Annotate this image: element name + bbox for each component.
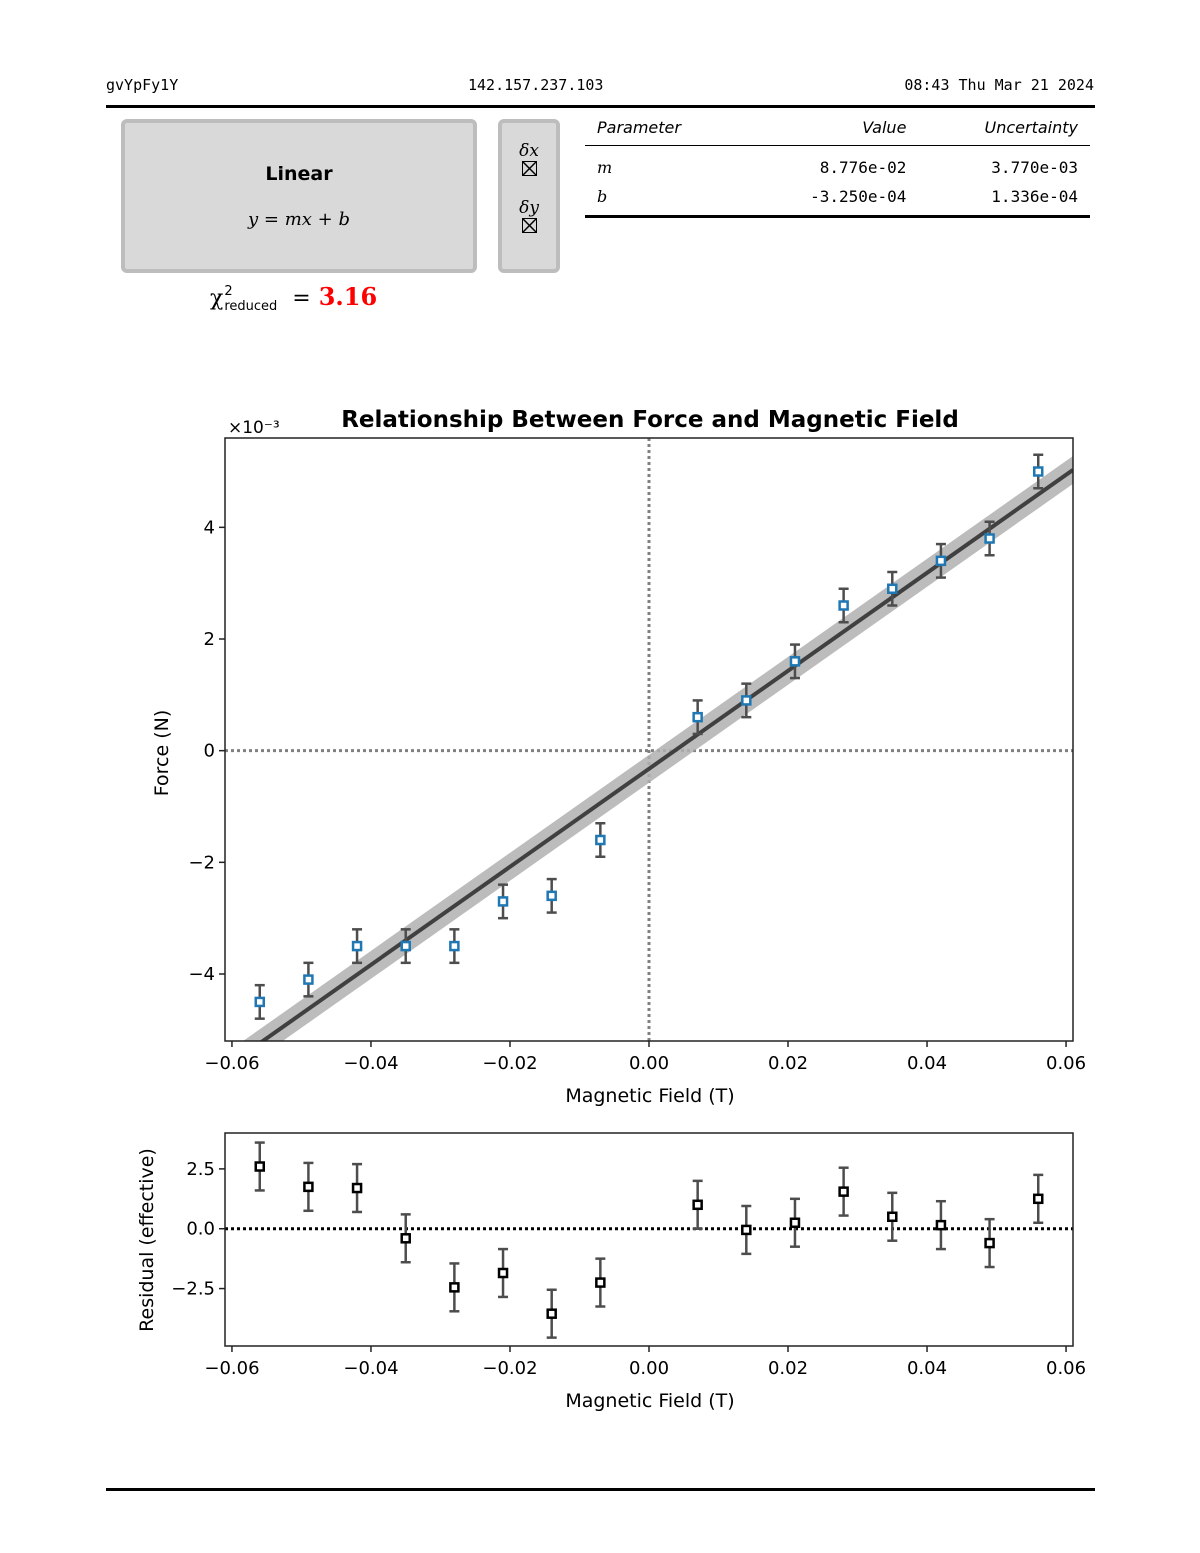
chart-title: Relationship Between Force and Magnetic …	[341, 407, 959, 433]
data-point	[546, 877, 557, 914]
table-row: m 8.776e-02 3.770e-03	[597, 158, 1078, 177]
y-tick-label: 0	[204, 741, 215, 762]
y-tick-label: −2	[188, 852, 215, 873]
data-point	[497, 883, 509, 920]
model-selector[interactable]: Linear y = mx + b	[121, 119, 477, 273]
dy-checkbox[interactable]	[521, 218, 537, 233]
residual-plot-area: −0.06 −0.04 −0.02 0.00 0.02 0.04 0.06 −2.5 0.0 2.…	[171, 1132, 1086, 1379]
confidence-band	[243, 455, 1073, 1041]
col-header-value: Value	[742, 112, 919, 146]
y-tick-label: 0.0	[186, 1219, 215, 1240]
x-tick-label: 0.06	[1046, 1358, 1086, 1379]
y-tick-label: 2	[204, 629, 215, 650]
data-point	[741, 682, 752, 719]
data-point	[984, 520, 995, 557]
residual-x-axis-label: Magnetic Field (T)	[565, 1390, 734, 1412]
y-scale-label: ×10⁻³	[228, 418, 280, 438]
data-point	[303, 1161, 314, 1213]
datetime: 08:43 Thu Mar 21 2024	[904, 76, 1094, 94]
x-tick-label: 0.00	[629, 1053, 669, 1074]
x-tick-label: 0.04	[907, 1358, 947, 1379]
checked-x-icon	[522, 219, 536, 232]
data-point	[400, 1213, 411, 1264]
data-point	[887, 1191, 898, 1242]
data-point	[887, 570, 898, 607]
table-row: b -3.250e-04 1.336e-04	[585, 182, 1090, 218]
footer-rule	[106, 1488, 1095, 1491]
data-point	[497, 1247, 509, 1299]
x-tick-label: 0.04	[907, 1053, 947, 1074]
plot-area: −0.06 −0.04 −0.02 0.00 0.02 0.04 0.06 −4 −2 0 2 4	[188, 437, 1086, 1074]
session-id: gvYpFy1Y	[106, 76, 179, 94]
equals-sign: =	[292, 286, 311, 311]
data-point	[692, 699, 703, 736]
x-tick-label: −0.04	[343, 1053, 398, 1074]
header-rule	[106, 105, 1095, 108]
data-point	[1032, 453, 1044, 490]
chi-symbol: χ	[210, 286, 224, 311]
data-point	[351, 1162, 363, 1214]
y-axis-label: Force (N)	[151, 710, 173, 796]
x-tick-label: 0.00	[629, 1358, 669, 1379]
data-point	[400, 928, 411, 965]
model-equation: y = mx + b	[248, 209, 350, 230]
data-point	[449, 928, 460, 965]
y-tick-label: −4	[188, 964, 215, 985]
y-tick-label: −2.5	[171, 1279, 215, 1300]
data-point	[595, 822, 606, 858]
y-tick-label: 2.5	[186, 1159, 215, 1180]
data-point	[838, 1166, 849, 1217]
parameters-table: Parameter Value Uncertainty m 8.776e-02 …	[585, 112, 1090, 218]
x-tick-label: −0.02	[482, 1053, 537, 1074]
ip-address: 142.157.237.103	[468, 76, 604, 94]
data-point	[741, 1204, 752, 1256]
error-toggle-panel: δx δy	[498, 119, 560, 273]
x-tick-label: −0.02	[482, 1358, 537, 1379]
data-point	[984, 1217, 995, 1269]
x-tick-label: −0.06	[204, 1053, 259, 1074]
x-tick-label: 0.02	[768, 1053, 808, 1074]
x-tick-label: 0.06	[1046, 1053, 1086, 1074]
data-point	[303, 961, 314, 998]
residual-y-axis-label: Residual (effective)	[136, 1148, 158, 1332]
main-chart: Relationship Between Force and Magnetic …	[151, 407, 1086, 1107]
data-point	[935, 542, 947, 579]
data-point	[546, 1288, 557, 1339]
residual-chart: −0.06 −0.04 −0.02 0.00 0.02 0.04 0.06 −2.5 0.0 2.…	[136, 1132, 1086, 1412]
data-point	[789, 1197, 801, 1248]
x-tick-label: −0.06	[204, 1358, 259, 1379]
x-tick-label: −0.04	[343, 1358, 398, 1379]
col-header-uncertainty: Uncertainty	[918, 112, 1090, 146]
x-axis-label: Magnetic Field (T)	[565, 1085, 734, 1107]
data-point	[351, 928, 363, 965]
data-point	[595, 1257, 606, 1308]
fit-line	[259, 468, 1073, 1041]
x-tick-label: 0.02	[768, 1358, 808, 1379]
model-name: Linear	[265, 163, 333, 185]
data-point	[254, 1141, 266, 1192]
col-header-parameter: Parameter	[585, 112, 743, 146]
data-point	[692, 1179, 703, 1230]
data-point	[254, 983, 266, 1020]
data-point	[838, 587, 849, 624]
data-point	[1032, 1173, 1044, 1224]
data-point	[935, 1199, 947, 1251]
chi-value: 3.16	[318, 282, 378, 311]
data-point	[449, 1262, 460, 1313]
y-tick-label: 4	[204, 517, 215, 538]
chi-sub: reduced	[224, 299, 278, 314]
checked-x-icon	[522, 162, 536, 175]
data-point	[789, 643, 801, 680]
dx-label: δx	[519, 141, 539, 161]
chi-squared-reduced: χ 2 reduced = 3.16	[210, 282, 377, 313]
dy-label: δy	[519, 198, 539, 218]
chi-sup: 2	[224, 284, 233, 299]
dx-checkbox[interactable]	[521, 161, 537, 176]
